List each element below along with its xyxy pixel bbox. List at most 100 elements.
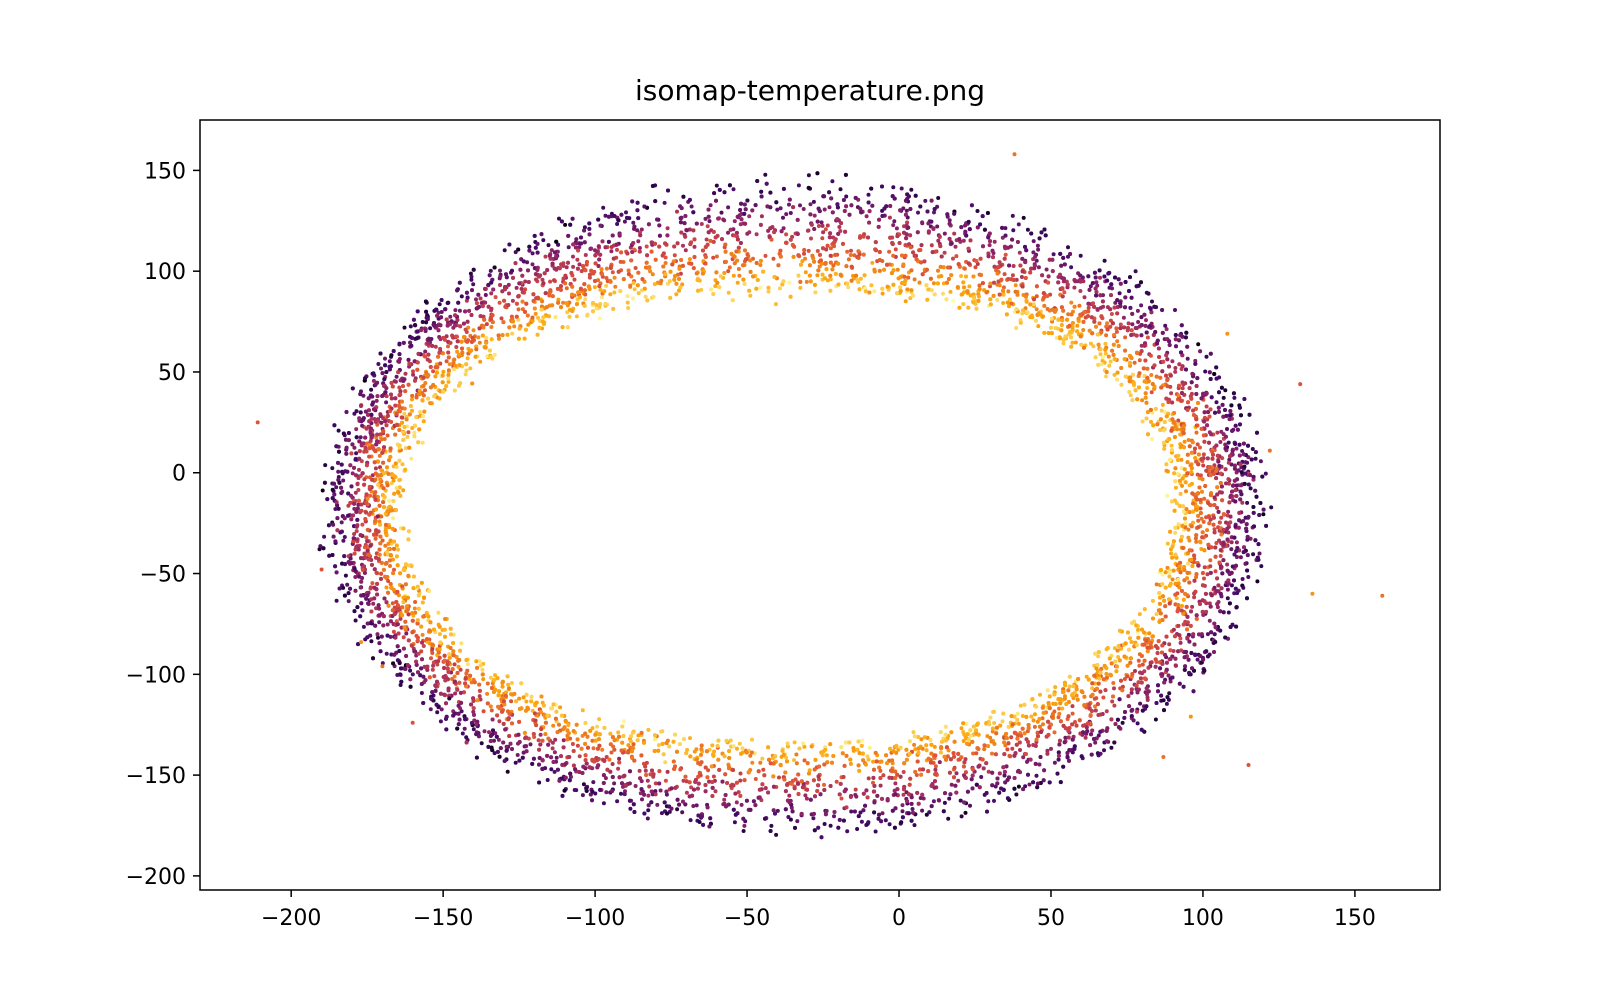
data-point xyxy=(469,274,474,279)
data-point xyxy=(471,328,476,333)
data-point xyxy=(633,266,638,270)
data-point xyxy=(937,760,942,765)
data-point xyxy=(360,522,365,527)
data-point xyxy=(1016,784,1021,789)
data-point xyxy=(887,215,892,220)
data-point xyxy=(827,205,832,210)
data-point xyxy=(781,215,785,220)
data-point xyxy=(894,226,899,231)
data-point xyxy=(1234,540,1239,545)
data-point xyxy=(622,719,626,724)
data-point xyxy=(626,306,631,310)
data-point xyxy=(1027,782,1032,787)
data-point xyxy=(528,742,533,747)
data-point xyxy=(947,796,952,801)
data-point xyxy=(738,771,743,776)
data-point xyxy=(387,359,392,364)
data-point xyxy=(1176,418,1181,423)
data-point xyxy=(796,183,801,188)
data-point xyxy=(802,744,807,749)
data-point xyxy=(1033,712,1037,717)
data-point xyxy=(1219,515,1224,520)
data-point xyxy=(1073,340,1078,345)
data-point xyxy=(1003,743,1008,748)
data-point xyxy=(648,772,653,777)
data-point xyxy=(1144,318,1148,323)
data-point xyxy=(683,248,688,253)
data-point xyxy=(354,529,359,534)
data-point xyxy=(1201,452,1206,457)
data-point xyxy=(1173,485,1178,490)
data-point xyxy=(819,220,824,225)
data-point xyxy=(1240,500,1245,505)
data-point xyxy=(536,315,540,320)
data-point xyxy=(397,478,402,483)
data-point xyxy=(376,635,380,640)
data-point xyxy=(912,742,917,747)
data-point xyxy=(530,708,535,713)
data-point xyxy=(935,224,940,229)
data-point xyxy=(1041,314,1045,319)
data-point xyxy=(421,644,426,648)
data-point xyxy=(388,634,393,639)
data-point xyxy=(492,352,497,357)
data-point xyxy=(728,738,733,743)
data-point xyxy=(1196,342,1201,347)
data-point xyxy=(367,454,372,459)
data-point xyxy=(561,738,566,743)
data-point xyxy=(1036,324,1041,329)
data-point xyxy=(1084,674,1089,679)
data-point xyxy=(699,222,704,226)
data-point xyxy=(383,543,388,548)
data-point xyxy=(663,261,668,265)
data-point xyxy=(1165,565,1170,570)
data-point xyxy=(420,320,425,324)
data-point xyxy=(1149,419,1153,424)
data-point xyxy=(1103,351,1108,356)
data-point xyxy=(1184,489,1188,494)
data-point xyxy=(1229,583,1234,588)
data-point xyxy=(411,369,415,374)
data-point xyxy=(489,306,494,311)
data-point xyxy=(1221,395,1226,400)
data-point xyxy=(659,278,664,283)
data-point xyxy=(394,374,399,379)
data-point xyxy=(510,298,515,303)
data-point xyxy=(784,755,789,760)
data-point xyxy=(1173,530,1178,535)
data-point xyxy=(612,275,617,280)
data-point xyxy=(619,791,623,796)
data-point xyxy=(956,778,961,783)
data-point xyxy=(616,730,621,735)
data-point xyxy=(595,724,600,729)
data-point xyxy=(1154,612,1159,617)
chart-title: isomap-temperature.png xyxy=(635,74,985,107)
data-point xyxy=(1018,703,1023,708)
data-point xyxy=(1113,300,1118,305)
data-point xyxy=(1250,447,1255,451)
data-point xyxy=(851,273,855,278)
data-point xyxy=(391,557,395,562)
data-point xyxy=(609,750,614,755)
data-point xyxy=(320,488,325,493)
data-point xyxy=(665,769,670,774)
data-point xyxy=(777,775,781,780)
data-point xyxy=(732,254,737,259)
data-point xyxy=(726,230,730,235)
data-point xyxy=(1225,427,1229,431)
data-point xyxy=(1053,685,1058,690)
data-point xyxy=(1137,358,1142,363)
data-point xyxy=(1165,541,1170,546)
data-point xyxy=(732,820,737,825)
data-point xyxy=(802,251,806,256)
data-point xyxy=(959,726,964,731)
data-point xyxy=(1011,264,1016,268)
data-point xyxy=(353,490,358,495)
data-point xyxy=(803,256,808,261)
data-point xyxy=(609,211,614,216)
data-point xyxy=(1239,465,1244,470)
data-point xyxy=(1160,402,1165,407)
data-point xyxy=(979,775,984,779)
data-point xyxy=(571,254,575,259)
data-point xyxy=(987,243,992,248)
